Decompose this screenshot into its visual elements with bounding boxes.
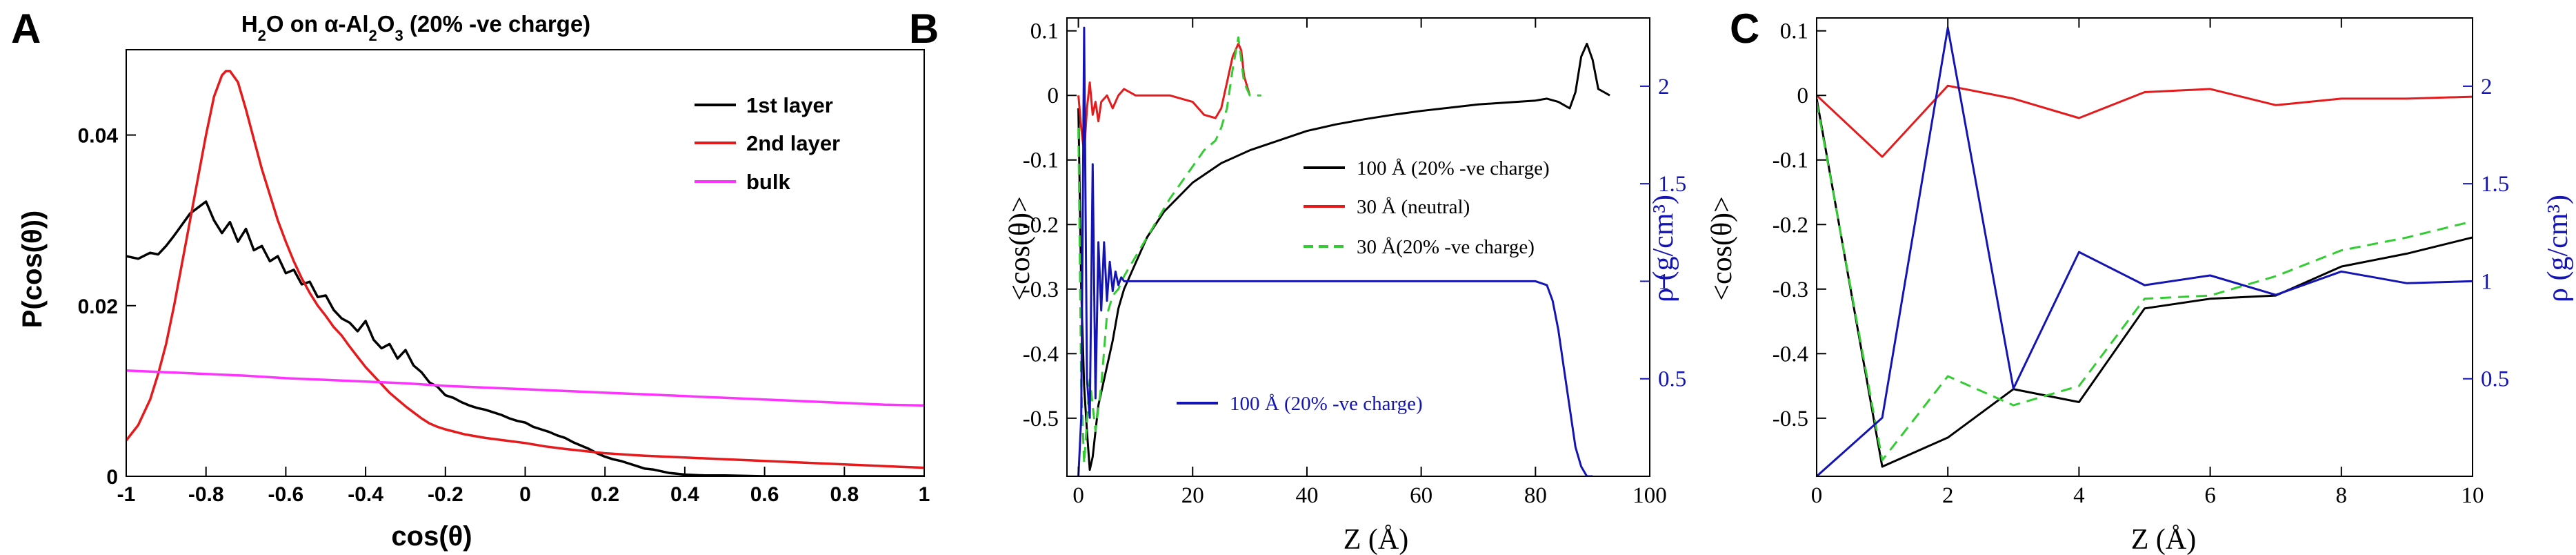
x-tick-label: 20 — [1181, 483, 1204, 508]
panel-a-legend: 1st layer 2nd layer bulk — [695, 93, 840, 194]
x-tick-label: -0.2 — [428, 483, 463, 506]
x-tick-label: 80 — [1524, 483, 1547, 508]
series-group — [1077, 26, 1610, 476]
panel-a-y-axis-label: P(cos(θ)) — [17, 211, 48, 329]
y-tick-label: -0.2 — [1023, 213, 1059, 237]
y-right-tick-label: 2 — [2481, 75, 2493, 99]
x-tick-label: 0 — [1811, 483, 1823, 508]
panel-b-chart: 0 20 40 60 80 100 0.1 0 -0.1 -0.2 -0.3 -0.4 -0.5 0.5 1… — [1004, 17, 1686, 555]
panel-b-legend: 100 Å (20% -ve charge) 30 Å (neutral) 30… — [1304, 157, 1550, 258]
panel-c-plot-area: 0 2 4 6 8 10 0.1 0 -0.1 -0.2 -0.3 -0.4 -0.5 0.5 1 1.5 2 — [1773, 17, 2509, 508]
y-right-tick-label: 1.5 — [2481, 172, 2509, 197]
y-tick-label: -0.3 — [1773, 278, 1808, 302]
x-tick-label: -0.6 — [268, 483, 304, 506]
y-tick-label: 0.1 — [1030, 19, 1059, 44]
y-tick-label: -0.1 — [1023, 148, 1059, 173]
y-tick-label: 0 — [106, 466, 118, 489]
x-tick-label: -0.4 — [348, 483, 383, 506]
y-tick-label: -0.5 — [1773, 407, 1808, 431]
x-tick-label: -1 — [117, 483, 136, 506]
y-tick-label: -0.2 — [1773, 213, 1808, 237]
legend-label-30a-charged: 30 Å(20% -ve charge) — [1357, 236, 1535, 258]
panel-b-plot-area: 0 20 40 60 80 100 0.1 0 -0.1 -0.2 -0.3 -0.4 -0.5 0.5 1… — [1023, 17, 1686, 508]
panel-a-chart: H2O on α-Al2O3 (20% -ve charge) -1 -0.8 -0… — [17, 11, 930, 552]
legend-label-30a-neutral: 30 Å (neutral) — [1357, 196, 1470, 218]
series-line-2 — [1077, 42, 1251, 155]
x-tick-label: 4 — [2073, 483, 2085, 508]
panel-b-right-axis-label: ρ (g/cm³) — [1648, 195, 1679, 302]
legend-label-bulk: bulk — [746, 170, 790, 194]
x-tick-label: 100 — [1633, 483, 1667, 508]
legend-label-1st-layer: 1st layer — [746, 93, 833, 117]
x-tick-label: 60 — [1410, 483, 1432, 508]
y-tick-label: 0.04 — [78, 125, 119, 148]
series-line-3 — [126, 369, 924, 407]
x-tick-label: 6 — [2204, 483, 2216, 508]
y-tick-label: -0.3 — [1023, 278, 1059, 302]
series-line-1 — [1077, 42, 1610, 471]
x-tick-label: 0.8 — [830, 483, 859, 506]
x-tick-label: 0.4 — [670, 483, 699, 506]
panel-a-title: H2O on α-Al2O3 (20% -ve charge) — [241, 11, 590, 44]
series-group — [1817, 26, 2473, 476]
legend-label-2nd-layer: 2nd layer — [746, 131, 840, 155]
series-line-2 — [1817, 84, 2473, 158]
y-right-tick-label: 0.5 — [2481, 367, 2509, 392]
x-tick-label: 8 — [2336, 483, 2348, 508]
x-tick-label: 1 — [919, 483, 930, 506]
y-tick-label: -0.4 — [1023, 342, 1059, 367]
panel-b-x-axis-label: Z (Å) — [1344, 524, 1408, 555]
x-tick-label: 0.2 — [590, 483, 619, 506]
series-group — [126, 70, 924, 476]
series-line-density — [1077, 26, 1593, 476]
panel-c-x-axis-label: Z (Å) — [2131, 524, 2196, 555]
panel-letter-b: B — [909, 6, 939, 52]
y-tick-label: 0 — [1797, 84, 1809, 108]
panel-b-right-legend: 100 Å (20% -ve charge) — [1177, 393, 1423, 415]
x-tick-label: 0 — [1072, 483, 1084, 508]
series-line-3 — [1077, 36, 1261, 465]
y-tick-label: -0.1 — [1773, 148, 1808, 173]
series-line-3 — [1817, 101, 2473, 462]
y-right-tick-label: 1.5 — [1658, 172, 1686, 197]
y-tick-label: -0.5 — [1023, 407, 1059, 431]
panel-letter-c: C — [1730, 6, 1759, 52]
y-right-tick-label: 2 — [1658, 75, 1670, 99]
y-tick-label: 0.1 — [1780, 19, 1808, 44]
panel-c-chart: 0 2 4 6 8 100.10-0.1-0.2-0.3-0.4-0.50.511.52 … — [1706, 17, 2574, 555]
series-line-1 — [1817, 98, 2473, 468]
x-tick-label: 0 — [519, 483, 531, 506]
x-tick-label: 10 — [2462, 483, 2484, 508]
panel-a-plot-area: -1 -0.8 -0.6 -0.4 -0.2 0 0.2 0.4 0.6 0.8 1 0 0.02 0.0… — [78, 49, 930, 506]
panel-b-y-axis-label: <cos(θ)> — [1004, 196, 1036, 300]
legend-label-100a: 100 Å (20% -ve charge) — [1357, 157, 1550, 179]
plot-frame — [1066, 17, 1650, 477]
panel-letter-a: A — [11, 6, 41, 52]
series-line-density — [1817, 26, 2473, 476]
y-right-tick-label: 1 — [2481, 269, 2493, 294]
panel-c-right-axis-label: ρ (g/cm³) — [2542, 195, 2574, 302]
panel-c-y-axis-label: <cos(θ)> — [1706, 196, 1738, 300]
y-tick-label: 0 — [1048, 84, 1059, 108]
x-tick-label: -0.8 — [188, 483, 224, 506]
x-tick-label: 40 — [1295, 483, 1318, 508]
y-right-tick-label: 0.5 — [1658, 367, 1686, 392]
plot-frame — [1816, 17, 2473, 477]
y-right-tick-label: 1 — [1658, 269, 1670, 294]
y-tick-label: -0.4 — [1773, 342, 1808, 367]
y-tick-label: 0.02 — [78, 295, 118, 318]
series-line-2 — [126, 70, 924, 469]
x-tick-label: 0.6 — [750, 483, 779, 506]
series-line-1 — [126, 200, 924, 476]
x-tick-label: 2 — [1942, 483, 1954, 508]
panel-a-x-axis-label: cos(θ) — [391, 521, 472, 552]
legend-label-density: 100 Å (20% -ve charge) — [1230, 393, 1423, 415]
